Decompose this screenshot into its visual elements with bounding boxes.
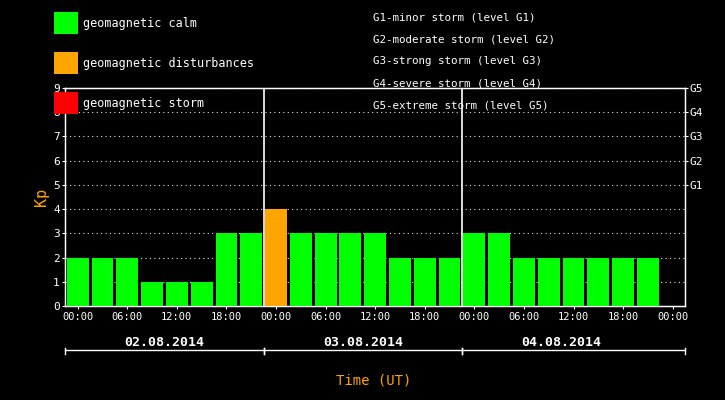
Bar [339,233,361,306]
Text: geomagnetic storm: geomagnetic storm [83,96,204,110]
Bar [290,233,312,306]
Bar [389,258,411,306]
Bar [563,258,584,306]
Bar [513,258,535,306]
Bar [240,233,262,306]
Bar [265,209,287,306]
Bar [439,258,460,306]
Bar [364,233,386,306]
Bar [166,282,188,306]
Text: G1-minor storm (level G1): G1-minor storm (level G1) [373,12,536,22]
Bar [612,258,634,306]
Bar [67,258,88,306]
Bar [538,258,560,306]
Text: Time (UT): Time (UT) [336,374,411,388]
Bar [91,258,113,306]
Bar [587,258,609,306]
Bar [637,258,659,306]
Text: 03.08.2014: 03.08.2014 [323,336,403,348]
Text: G4-severe storm (level G4): G4-severe storm (level G4) [373,78,542,88]
Bar [116,258,138,306]
Text: G5-extreme storm (level G5): G5-extreme storm (level G5) [373,100,549,110]
Bar [414,258,436,306]
Text: 02.08.2014: 02.08.2014 [125,336,204,348]
Text: G2-moderate storm (level G2): G2-moderate storm (level G2) [373,34,555,44]
Bar [488,233,510,306]
Bar [191,282,212,306]
Text: G3-strong storm (level G3): G3-strong storm (level G3) [373,56,542,66]
Bar [215,233,237,306]
Bar [463,233,485,306]
Text: geomagnetic calm: geomagnetic calm [83,16,197,30]
Bar [315,233,336,306]
Text: geomagnetic disturbances: geomagnetic disturbances [83,56,254,70]
Bar [141,282,163,306]
Text: 04.08.2014: 04.08.2014 [521,336,601,348]
Y-axis label: Kp: Kp [34,188,49,206]
